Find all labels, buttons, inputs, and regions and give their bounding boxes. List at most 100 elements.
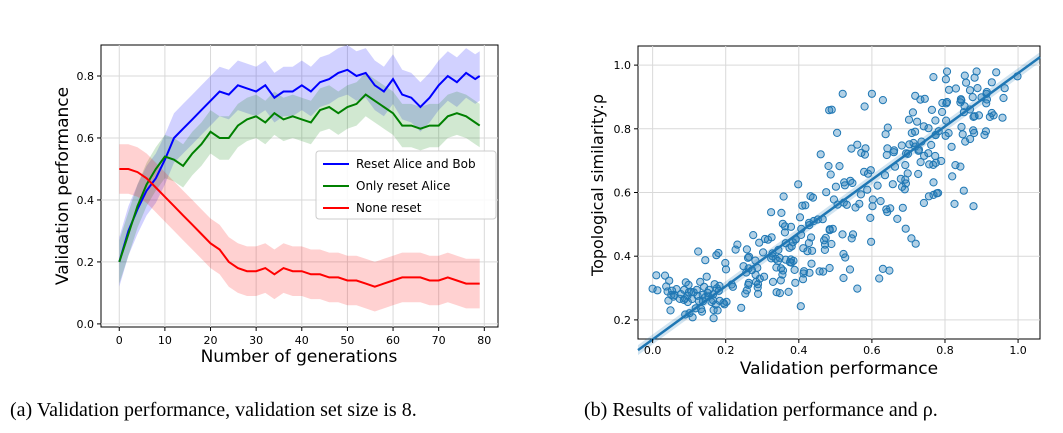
scatter-point bbox=[760, 272, 769, 281]
chart-a-x-ticks: 0 10 20 30 40 50 60 70 80 bbox=[116, 327, 491, 347]
scatter-point bbox=[867, 237, 876, 246]
chart-b-x-axis-label: Validation performance bbox=[740, 359, 938, 379]
x-tick-label: 10 bbox=[158, 334, 172, 347]
scatter-point bbox=[692, 285, 701, 294]
scatter-point bbox=[944, 85, 954, 94]
scatter-point bbox=[980, 130, 989, 139]
scatter-point bbox=[965, 86, 975, 95]
scatter-point bbox=[741, 289, 750, 298]
scatter-point bbox=[816, 150, 825, 159]
scatter-point bbox=[838, 230, 847, 239]
y-tick-label: 0.4 bbox=[614, 250, 632, 263]
scatter-point bbox=[920, 94, 929, 103]
scatter-point bbox=[779, 192, 788, 201]
x-tick-label: 0.8 bbox=[936, 344, 954, 357]
scatter-point bbox=[942, 67, 952, 76]
scatter-point bbox=[760, 234, 770, 244]
scatter-point bbox=[929, 73, 938, 82]
scatter-point bbox=[876, 197, 885, 206]
scatter-point bbox=[742, 245, 752, 254]
y-tick-label: 0.8 bbox=[614, 123, 632, 136]
scatter-point bbox=[663, 287, 672, 296]
regression-line bbox=[637, 56, 1041, 352]
scatter-point bbox=[969, 126, 978, 135]
y-tick-label: 0.2 bbox=[614, 314, 632, 327]
scatter-point bbox=[815, 267, 824, 276]
scatter-point bbox=[867, 89, 877, 98]
scatter-point bbox=[900, 185, 909, 194]
scatter-point bbox=[801, 201, 810, 210]
scatter-point bbox=[839, 249, 848, 259]
scatter-point bbox=[999, 93, 1008, 103]
scatter-point bbox=[951, 84, 961, 93]
scatter-point bbox=[648, 284, 657, 293]
scatter-point bbox=[697, 307, 707, 316]
scatter-point bbox=[672, 285, 681, 294]
scatter-point bbox=[775, 253, 784, 262]
y-tick-label: 0.2 bbox=[77, 256, 95, 269]
scatter-point bbox=[878, 96, 888, 105]
x-tick-label: 80 bbox=[477, 334, 491, 347]
scatter-point bbox=[957, 122, 966, 132]
scatter-point bbox=[893, 214, 902, 223]
scatter-point bbox=[826, 170, 835, 179]
scatter-point bbox=[932, 189, 941, 198]
scatter-point bbox=[807, 259, 816, 268]
scatter-point bbox=[744, 278, 753, 287]
scatter-point bbox=[868, 195, 877, 204]
scatter-point bbox=[908, 108, 918, 117]
scatter-point bbox=[931, 158, 940, 167]
scatter-point bbox=[882, 150, 891, 160]
chart-b-grid bbox=[638, 46, 1040, 339]
scatter-point bbox=[831, 182, 841, 191]
scatter-point bbox=[856, 190, 866, 199]
scatter-point bbox=[827, 239, 836, 249]
scatter-point bbox=[927, 140, 936, 150]
x-tick-label: 0.0 bbox=[644, 344, 662, 357]
scatter-point bbox=[754, 289, 763, 298]
scatter-point bbox=[974, 111, 984, 120]
scatter-point bbox=[825, 263, 834, 273]
scatter-point bbox=[835, 162, 844, 171]
scatter-point bbox=[666, 306, 675, 315]
y-tick-label: 0.8 bbox=[77, 70, 95, 83]
series-line-2 bbox=[119, 168, 480, 288]
scatter-point bbox=[721, 258, 730, 268]
scatter-point bbox=[694, 247, 703, 256]
scatter-point bbox=[653, 286, 662, 295]
legend-box bbox=[315, 150, 497, 220]
scatter-point bbox=[680, 294, 690, 303]
y-tick-label: 1.0 bbox=[614, 59, 632, 72]
scatter-point bbox=[861, 144, 870, 153]
confidence-band-1 bbox=[119, 72, 480, 284]
chart-a-legend: Reset Alice and Bob Only reset Alice Non… bbox=[315, 150, 497, 220]
scatter-point bbox=[840, 178, 849, 187]
scatter-point bbox=[907, 234, 916, 243]
scatter-point bbox=[845, 265, 855, 274]
scatter-point bbox=[888, 180, 897, 189]
scatter-point bbox=[913, 117, 922, 126]
chart-a-y-ticks: 0.0 0.2 0.4 0.6 0.8 bbox=[77, 70, 101, 331]
scatter-point bbox=[959, 186, 968, 195]
scatter-point bbox=[907, 128, 916, 138]
scatter-point bbox=[947, 142, 956, 151]
y-tick-label: 0.6 bbox=[614, 187, 632, 200]
scatter-point bbox=[799, 244, 808, 253]
chart-a-y-axis-label: Validation performance bbox=[53, 87, 73, 285]
chart-b: 0.0 0.2 0.4 0.6 0.8 1.0 0.2 0.4 0.6 0.8 1.0 Valid… bbox=[584, 45, 1041, 421]
legend-label-reset-alice-bob: Reset Alice and Bob bbox=[356, 157, 476, 171]
scatter-point bbox=[721, 265, 731, 274]
scatter-point bbox=[751, 270, 760, 279]
scatter-point bbox=[714, 248, 723, 258]
scatter-point bbox=[707, 297, 716, 307]
scatter-point bbox=[822, 188, 831, 197]
y-tick-label: 0.0 bbox=[77, 318, 95, 331]
scatter-point bbox=[829, 195, 839, 204]
scatter-point bbox=[785, 243, 794, 252]
scatter-point bbox=[911, 239, 920, 248]
x-tick-label: 0.4 bbox=[790, 344, 808, 357]
scatter-point bbox=[863, 169, 873, 178]
scatter-point bbox=[776, 276, 785, 285]
chart-a-caption: (a) Validation performance, validation s… bbox=[10, 399, 417, 421]
scatter-point bbox=[886, 204, 895, 213]
